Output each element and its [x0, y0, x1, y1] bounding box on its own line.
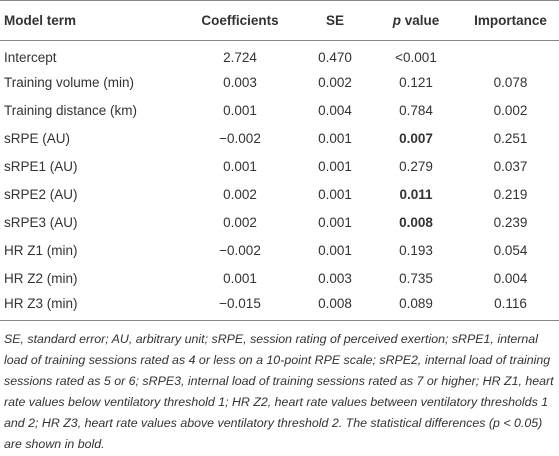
cell: 0.001: [318, 131, 352, 146]
row-label: sRPE3 (AU): [4, 215, 78, 230]
cell: 0.219: [493, 187, 528, 202]
table-row: sRPE3 (AU) 0.002 0.001 0.008 0.239: [0, 209, 559, 237]
cell: 0.089: [399, 295, 433, 311]
cell: 0.001: [318, 243, 352, 258]
table-body: Intercept 2.724 0.470 <0.001 Training volume…: [0, 41, 559, 321]
table-header: Model term Coefficients SE p value Importanc…: [0, 0, 559, 41]
cell: 0.116: [494, 295, 527, 311]
table-row: sRPE (AU) −0.002 0.001 0.007 0.251: [0, 125, 559, 153]
row-label: sRPE (AU): [4, 131, 71, 146]
table-row: HR Z1 (min) −0.002 0.001 0.193 0.054: [0, 237, 559, 265]
row-label: Training volume (min): [4, 75, 135, 90]
column-header: Coefficients: [201, 13, 279, 28]
cell: 0.001: [318, 187, 352, 202]
cell: 0.002: [223, 215, 257, 230]
cell-text: 0.008: [399, 215, 433, 230]
footnote: SE, standard error; AU, arbitrary unit; …: [4, 332, 554, 451]
column-header: Model term: [4, 13, 77, 28]
cell: −0.015: [219, 295, 261, 311]
cell: 0.004: [318, 103, 352, 118]
row-label: HR Z2 (min): [4, 271, 78, 286]
column-header: p value: [370, 1, 462, 41]
cell: 0.003: [223, 75, 257, 90]
row-label: HR Z1 (min): [4, 243, 78, 258]
table-row: Training volume (min) 0.003 0.002 0.121 0.07…: [0, 69, 559, 97]
header-italic: p: [392, 13, 401, 28]
cell: <0.001: [395, 50, 437, 66]
cell: 0.784: [399, 103, 433, 118]
cell: 0.001: [223, 103, 257, 118]
cell: 0.054: [493, 243, 528, 258]
cell: 0.001: [223, 159, 257, 174]
cell: 0.001: [318, 215, 352, 230]
cell: 0.037: [493, 159, 528, 174]
cell: 0.251: [493, 131, 528, 146]
cell: 0.193: [399, 243, 433, 258]
column-header: Importance: [474, 13, 547, 28]
header-text: value: [400, 13, 440, 28]
cell: −0.002: [219, 243, 261, 258]
cell: 0.003: [318, 271, 352, 286]
cell: −0.002: [219, 131, 261, 146]
cell: 0.002: [223, 187, 257, 202]
cell-text: 0.007: [399, 131, 433, 146]
cell: 0.004: [493, 271, 528, 286]
cell: 0.735: [399, 271, 433, 286]
row-label: sRPE2 (AU): [4, 187, 78, 202]
cell: 0.002: [493, 103, 528, 118]
cell: 0.078: [493, 75, 528, 90]
cell-text: 0.011: [399, 187, 433, 202]
table-row: Training distance (km) 0.001 0.004 0.784 0.0…: [0, 97, 559, 125]
cell: 0.002: [318, 75, 352, 90]
cell: 0.239: [493, 215, 528, 230]
header-row: Model term Coefficients SE p value Importanc…: [0, 0, 559, 41]
table-row: sRPE1 (AU) 0.001 0.001 0.279 0.037: [0, 153, 559, 181]
empty-cell: [462, 41, 559, 69]
cell: 0.001: [318, 159, 352, 174]
row-label: sRPE1 (AU): [4, 159, 78, 174]
cell: 0.007: [370, 125, 462, 153]
row-label: Training distance (km): [4, 103, 138, 118]
cell: 0.121: [399, 75, 433, 90]
table-row: HR Z2 (min) 0.001 0.003 0.735 0.004: [0, 265, 559, 293]
row-label: HR Z3 (min): [4, 295, 78, 311]
table-row: HR Z3 (min) −0.015 0.008 0.089 0.116: [0, 293, 559, 321]
cell: 0.279: [399, 159, 433, 174]
cell: 0.011: [370, 181, 462, 209]
cell: 0.008: [318, 295, 352, 311]
cell: 0.470: [318, 50, 352, 66]
row-label: Intercept: [4, 50, 57, 66]
data-table: Model term Coefficients SE p value Importanc…: [0, 0, 559, 321]
cell: 0.008: [370, 209, 462, 237]
column-header: SE: [325, 13, 344, 28]
cell: 2.724: [223, 50, 257, 66]
table-row: Intercept 2.724 0.470 <0.001: [0, 41, 559, 69]
table-row: sRPE2 (AU) 0.002 0.001 0.011 0.219: [0, 181, 559, 209]
cell: 0.001: [223, 271, 257, 286]
